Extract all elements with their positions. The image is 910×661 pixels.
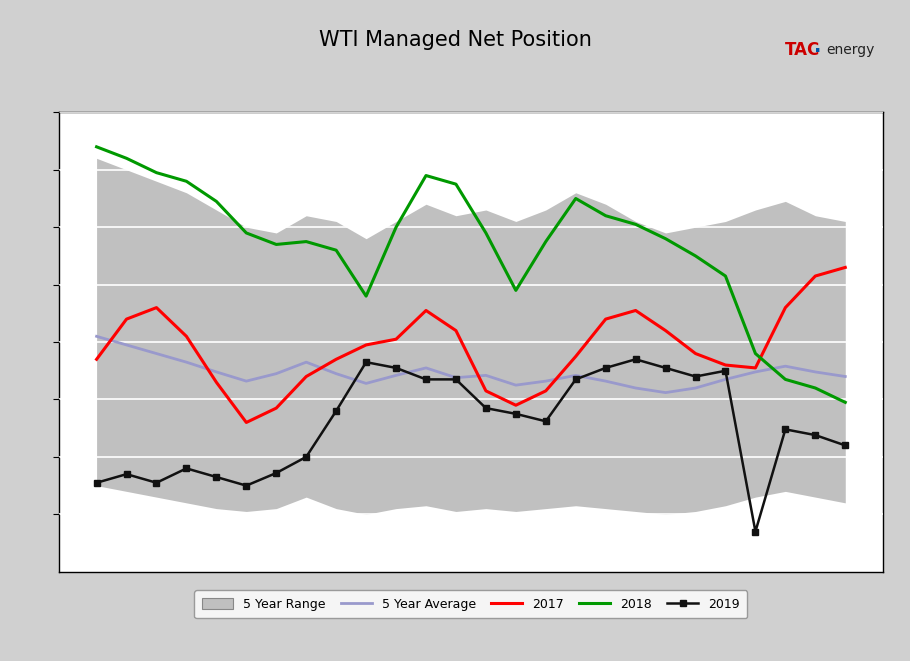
Text: TAC: TAC (784, 40, 820, 59)
Text: energy: energy (826, 42, 875, 57)
Text: WTI Managed Net Position: WTI Managed Net Position (318, 30, 592, 50)
Legend: 5 Year Range, 5 Year Average, 2017, 2018, 2019: 5 Year Range, 5 Year Average, 2017, 2018… (195, 590, 747, 618)
Text: .: . (814, 38, 822, 56)
